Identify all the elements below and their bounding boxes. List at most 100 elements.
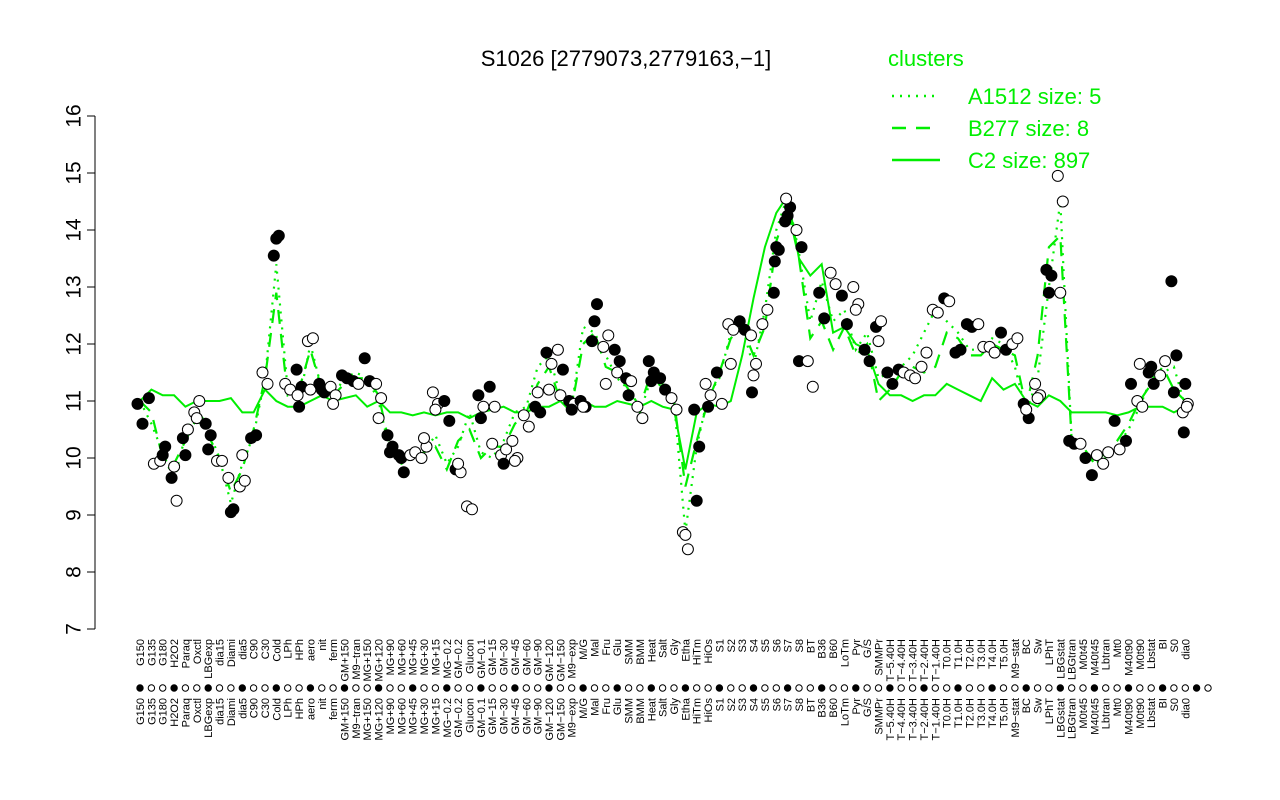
- data-point: [1180, 400, 1193, 413]
- x-tick-label-lower: Mt0: [1112, 698, 1124, 716]
- x-tick-label: S2: [726, 639, 738, 652]
- data-point: [818, 312, 831, 325]
- x-tick-label-lower: GM−0.1: [476, 698, 488, 737]
- x-rug-marker: [920, 684, 928, 692]
- x-tick-label: Mt0: [1112, 639, 1124, 657]
- x-rug-marker: [227, 684, 235, 692]
- data-point: [352, 377, 365, 390]
- data-point: [1090, 449, 1103, 462]
- x-tick-label: MG+30: [419, 639, 431, 675]
- x-tick-label-lower: S2: [726, 698, 738, 711]
- x-tick-label-lower: Cold: [271, 698, 283, 721]
- x-tick-label: LBGexp: [203, 639, 215, 679]
- x-rug-marker: [238, 684, 247, 692]
- x-tick-label: GM−15: [487, 639, 499, 675]
- data-point: [1079, 452, 1092, 464]
- x-tick-label-lower: M9−tran: [351, 698, 363, 739]
- x-tick-label: GM−60: [521, 639, 533, 675]
- y-tick-label: 8: [63, 566, 86, 578]
- x-rug-marker: [693, 684, 701, 692]
- x-tick-label: G150: [135, 639, 147, 666]
- data-point: [267, 249, 280, 262]
- x-tick-label-lower: GM+150: [340, 698, 352, 741]
- data-point: [795, 241, 808, 254]
- x-tick-label-lower: LBGstat: [1055, 698, 1067, 738]
- data-point: [863, 355, 876, 368]
- data-point: [767, 286, 780, 299]
- data-point: [224, 506, 237, 519]
- x-tick-label: M/G: [578, 639, 590, 660]
- x-tick-label-lower: T−5.40H: [885, 698, 897, 741]
- data-point: [291, 389, 304, 402]
- data-point: [988, 346, 1001, 359]
- data-point: [920, 346, 933, 359]
- data-point: [710, 366, 723, 379]
- x-rug-marker: [545, 684, 553, 692]
- data-point: [306, 332, 319, 345]
- x-tick-label: SMMPr: [874, 639, 886, 676]
- data-point: [813, 286, 826, 299]
- data-point: [931, 306, 944, 319]
- x-tick-label-lower: MG+45: [408, 698, 420, 734]
- x-tick-label-lower: nit: [317, 698, 329, 710]
- x-tick-label-lower: MG+15: [430, 698, 442, 734]
- data-point: [543, 383, 555, 396]
- data-point: [881, 366, 894, 379]
- x-tick-label-lower: MG+120: [374, 698, 386, 741]
- x-rug-marker: [556, 684, 565, 692]
- x-tick-label: dia15: [215, 639, 227, 666]
- x-rug-marker: [215, 684, 224, 692]
- x-tick-label: Oxctl: [192, 639, 204, 664]
- x-tick-label-lower: HiOs: [703, 698, 715, 723]
- data-point: [1165, 275, 1178, 288]
- data-point: [688, 403, 701, 416]
- x-tick-label-lower: M9−exp: [567, 698, 579, 737]
- x-rug-marker: [374, 684, 383, 692]
- x-tick-label-lower: M/G: [578, 698, 590, 719]
- data-point: [613, 355, 626, 368]
- x-tick-label-lower: T0.0H: [942, 698, 954, 728]
- x-rug-marker: [954, 684, 962, 692]
- x-tick-label: S3: [737, 639, 749, 652]
- y-tick-label: 14: [63, 218, 86, 242]
- chart-title: S1026 [2779073,2779163,−1]: [481, 46, 772, 71]
- x-tick-label: BMM: [635, 639, 647, 665]
- data-point: [745, 329, 757, 342]
- x-tick-label-lower: T−2.40H: [919, 698, 931, 741]
- data-point: [506, 434, 519, 447]
- x-tick-label-lower: T5.0H: [999, 698, 1011, 728]
- x-tick-label: LPh: [283, 639, 295, 659]
- data-point: [1045, 269, 1058, 282]
- data-point: [488, 400, 501, 413]
- data-point: [474, 412, 487, 425]
- legend-entry-label: B277 size: 8: [968, 116, 1089, 141]
- legend-entry-label: C2 size: 897: [968, 148, 1090, 173]
- x-tick-label: C90: [249, 639, 261, 659]
- data-point: [429, 403, 442, 416]
- x-tick-label: Salt: [658, 639, 670, 658]
- data-point: [375, 392, 388, 405]
- data-point: [724, 357, 737, 370]
- x-tick-label-lower: S8: [794, 698, 806, 711]
- x-tick-label-lower: dia0: [1180, 698, 1192, 719]
- data-point: [790, 224, 803, 236]
- x-tick-label: M0t45: [1078, 639, 1090, 670]
- x-tick-label-lower: S6: [771, 698, 783, 711]
- x-rug-marker: [488, 684, 496, 692]
- x-tick-label-lower: Oxctl: [192, 698, 204, 723]
- x-tick-label: MG+15: [430, 639, 442, 675]
- x-tick-label: Pyr: [851, 639, 863, 656]
- x-tick-label-lower: Etha: [680, 697, 692, 721]
- x-tick-label: aero: [305, 639, 317, 661]
- x-rug-marker: [727, 684, 735, 692]
- data-point: [1085, 469, 1098, 482]
- x-tick-label: Diami: [226, 639, 238, 667]
- x-tick-label-lower: GM−120: [544, 698, 556, 741]
- x-tick-label-lower: Glu: [612, 698, 624, 715]
- data-point: [236, 449, 249, 462]
- data-point: [690, 494, 703, 507]
- data-point: [1154, 369, 1167, 382]
- x-tick-label: ferm: [328, 639, 340, 661]
- x-tick-label-lower: LBGtran: [1067, 698, 1079, 739]
- data-point: [636, 412, 649, 425]
